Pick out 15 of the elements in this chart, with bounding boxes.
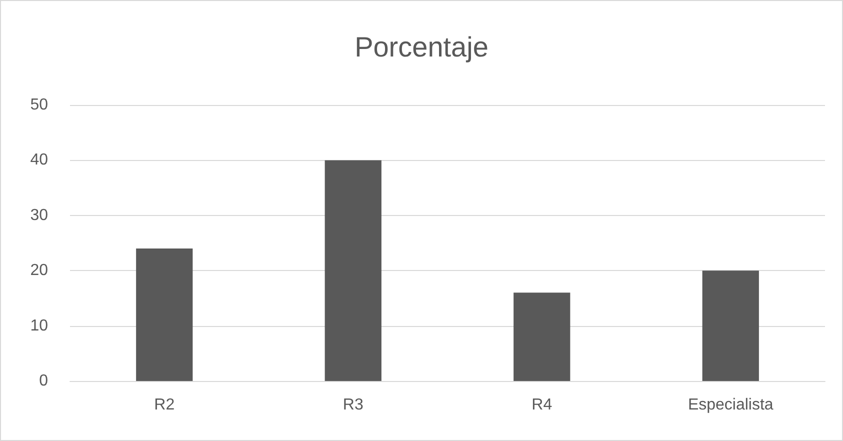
y-tick-label: 20 xyxy=(30,262,48,280)
y-tick-label: 40 xyxy=(30,152,48,169)
y-tick-label: 0 xyxy=(39,372,48,390)
x-tick-label: R3 xyxy=(342,396,364,414)
x-tick-label: R4 xyxy=(532,396,552,414)
x-tick-label: Especialista xyxy=(688,396,774,414)
bar xyxy=(702,270,759,381)
x-tick-label: R2 xyxy=(154,396,175,414)
chart-title: Porcentaje xyxy=(354,32,488,62)
bar xyxy=(136,248,193,381)
bar xyxy=(324,160,382,381)
bar xyxy=(514,292,570,381)
y-tick-label: 10 xyxy=(30,317,48,334)
y-tick-label: 50 xyxy=(30,96,48,114)
y-tick-label: 30 xyxy=(30,206,48,224)
